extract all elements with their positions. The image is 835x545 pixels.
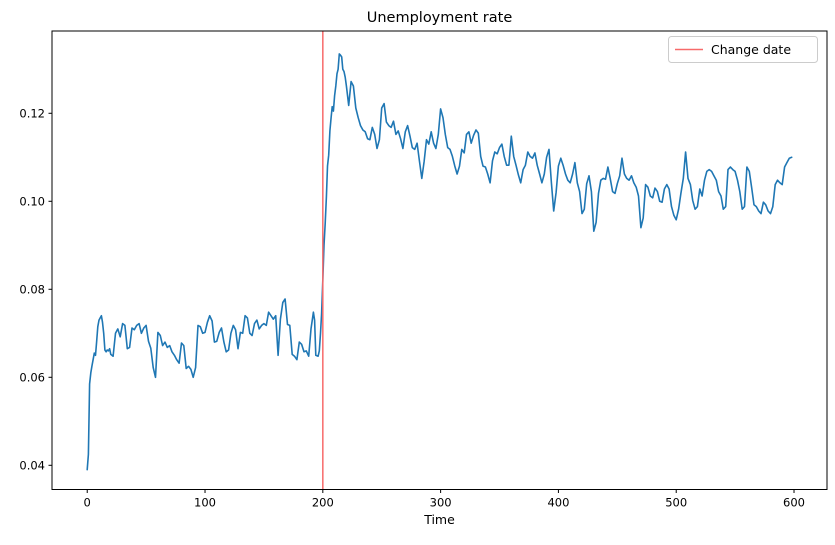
x-tick-label: 200 [312,496,334,510]
legend: Change date [668,36,818,63]
x-tick-label: 600 [783,496,805,510]
legend-box [668,36,818,63]
legend-label: Change date [711,42,791,57]
x-axis-label: Time [423,512,455,527]
unemployment-line [86,53,793,471]
y-tick-label: 0.04 [19,458,45,472]
y-tick-label: 0.10 [19,194,45,208]
x-tick-label: 500 [665,496,687,510]
chart-title: Unemployment rate [367,10,513,26]
x-tick-label: 300 [430,496,452,510]
axes-spines [51,30,828,490]
x-tick-label: 100 [194,496,216,510]
plot-area [52,31,827,490]
y-tick-label: 0.06 [19,370,45,384]
y-tick-label: 0.08 [19,282,45,296]
x-tick-label: 0 [84,496,91,510]
ticks-layer: 0 100 200 300 400 500 600 0.04 0.06 0.08 0.10 0.12 [19,106,805,509]
y-tick-label: 0.12 [19,106,45,120]
x-tick-label: 400 [547,496,569,510]
